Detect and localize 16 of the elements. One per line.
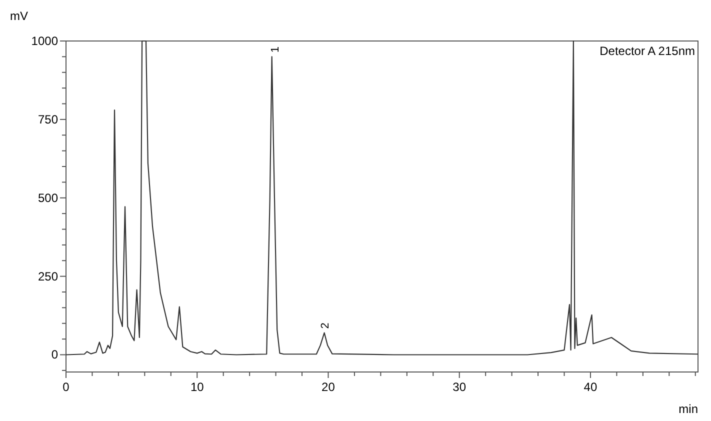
y-tick-label: 750 xyxy=(38,112,58,126)
x-tick-label: 20 xyxy=(322,380,336,394)
annotation: Detector A 215nm xyxy=(600,44,696,58)
x-tick-label: 30 xyxy=(452,380,466,394)
line-series xyxy=(66,40,698,356)
y-axis-title: mV xyxy=(10,9,28,23)
annotation: 1 xyxy=(269,46,282,53)
y-tick-label: 500 xyxy=(38,190,58,205)
annotation: 2 xyxy=(319,322,332,329)
x-tick-label: 40 xyxy=(584,380,598,394)
x-tick-label: 10 xyxy=(190,380,204,394)
y-tick-label: 0 xyxy=(51,348,58,362)
x-tick-label: 0 xyxy=(62,380,70,394)
y-tick-label: 1000 xyxy=(31,34,58,48)
y-tick-label: 250 xyxy=(38,269,58,284)
x-axis-title: min xyxy=(678,402,698,416)
